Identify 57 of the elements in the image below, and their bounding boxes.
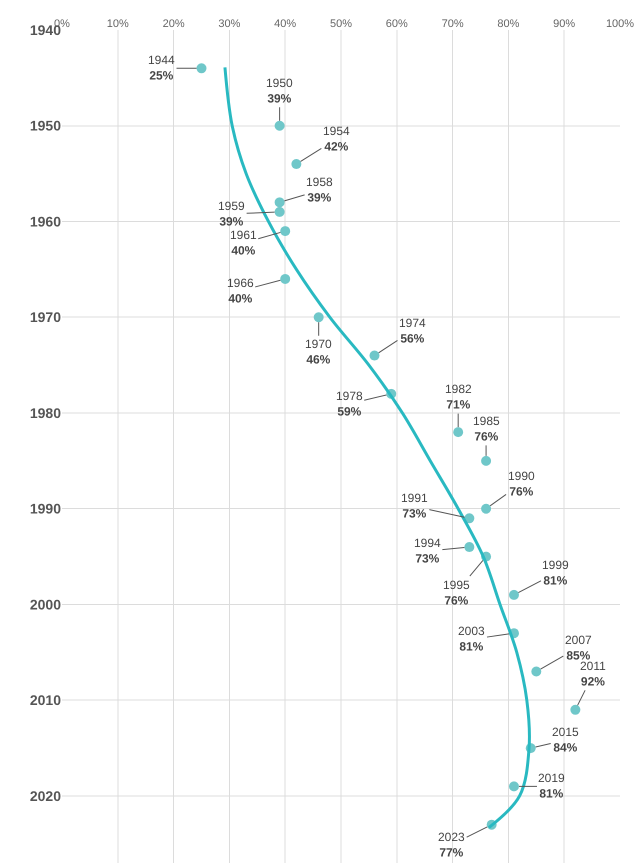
data-label: 1961 40% bbox=[230, 228, 258, 258]
data-label: 1982 71% bbox=[445, 382, 472, 412]
x-tick-label: 40% bbox=[274, 18, 296, 30]
point bbox=[274, 120, 285, 131]
y-tick-label: 2020 bbox=[30, 788, 62, 804]
point bbox=[464, 542, 474, 552]
data-label: 1995 76% bbox=[443, 578, 470, 608]
y-tick-label: 1970 bbox=[30, 309, 62, 326]
x-tick-label: 60% bbox=[386, 18, 408, 30]
data-label: 1978 59% bbox=[336, 389, 364, 419]
point bbox=[453, 427, 464, 438]
y-tick-label: 1990 bbox=[30, 500, 62, 517]
y-tick-label: 2010 bbox=[30, 692, 62, 708]
point bbox=[196, 63, 206, 74]
point bbox=[280, 226, 290, 236]
point bbox=[531, 666, 542, 677]
data-label: 2003 81% bbox=[458, 624, 486, 654]
point bbox=[280, 274, 290, 284]
x-tick-label: 90% bbox=[553, 18, 576, 30]
y-tick-label: 1950 bbox=[30, 118, 62, 134]
point bbox=[369, 350, 380, 361]
data-label: 1991 73% bbox=[401, 491, 428, 521]
x-tick-label: 30% bbox=[218, 18, 241, 30]
point bbox=[274, 206, 285, 217]
data-label: 2023 77% bbox=[438, 830, 466, 860]
x-tick-label: 50% bbox=[330, 18, 352, 30]
point bbox=[508, 590, 519, 600]
point bbox=[570, 704, 580, 715]
data-label: 1959 39% bbox=[218, 199, 246, 229]
point bbox=[481, 456, 492, 466]
point bbox=[481, 504, 492, 514]
point bbox=[291, 159, 302, 170]
y-tick-label: 1960 bbox=[30, 213, 62, 230]
point bbox=[314, 312, 324, 322]
data-label: 1970 46% bbox=[305, 337, 332, 367]
x-tick-label: 70% bbox=[442, 18, 464, 30]
x-tick-label: 20% bbox=[162, 18, 185, 30]
data-label: 1994 73% bbox=[414, 536, 442, 566]
x-tick-label: 80% bbox=[497, 18, 520, 30]
data-label: 1950 39% bbox=[266, 76, 294, 106]
x-tick-label: 100% bbox=[606, 18, 634, 30]
point bbox=[274, 197, 285, 208]
data-label: 1958 39% bbox=[306, 175, 334, 205]
data-label: 1990 76% bbox=[508, 469, 536, 499]
y-tick-label: 2000 bbox=[30, 596, 62, 612]
data-label: 1985 76% bbox=[473, 414, 500, 444]
data-label: 1954 42% bbox=[323, 124, 350, 154]
x-tick-label: 10% bbox=[106, 18, 130, 30]
data-label: 2015 84% bbox=[552, 725, 580, 755]
data-label: 1966 40% bbox=[227, 276, 254, 306]
y-tick-label: 1980 bbox=[30, 404, 62, 421]
data-label: 1999 81% bbox=[542, 558, 570, 588]
data-label: 1944 25% bbox=[148, 53, 176, 83]
data-label: 1974 56% bbox=[399, 316, 426, 346]
point bbox=[508, 781, 519, 792]
point bbox=[464, 513, 474, 524]
data-label: 2019 81% bbox=[538, 771, 566, 801]
